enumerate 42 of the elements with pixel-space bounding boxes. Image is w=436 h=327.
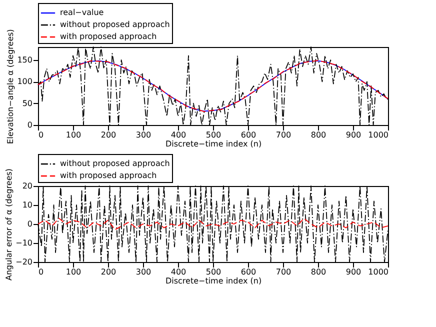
x-tick-label: 700 <box>276 268 292 276</box>
legend-label: without proposed approach <box>60 20 170 29</box>
y-tick-label: 150 <box>17 56 32 64</box>
x-tick-label: 800 <box>310 268 326 276</box>
x-tick-label: 200 <box>100 268 116 276</box>
x-tick-label: 700 <box>276 130 292 140</box>
legend-label: real−value <box>60 8 104 17</box>
x-tick-label: 1000 <box>368 130 388 140</box>
line-series <box>38 218 388 230</box>
line-series <box>38 60 388 112</box>
x-tick-label: 600 <box>240 130 256 140</box>
y-tick-label: −10 <box>16 238 32 248</box>
y-tick-label: 0 <box>27 220 32 228</box>
y-tick-label: 50 <box>22 98 32 108</box>
x-tick-label: 300 <box>136 130 152 140</box>
legend-label: without proposed approach <box>60 159 170 168</box>
y-tick-label: 0 <box>27 120 32 130</box>
y-tick-label: 100 <box>17 77 32 86</box>
x-tick-label: 0 <box>38 268 44 276</box>
x-tick-label: 800 <box>310 130 326 140</box>
x-tick-label: 500 <box>206 268 222 276</box>
x-axis-title: Discrete−time index (n) <box>165 276 262 286</box>
y-tick-label: 20 <box>22 182 32 190</box>
x-tick-label: 900 <box>346 130 362 140</box>
y-axis-title: Elevation−angle α (degrees) <box>6 29 16 144</box>
legend-label: with proposed approach <box>60 32 157 41</box>
x-tick-label: 100 <box>66 268 82 276</box>
x-tick-label: 500 <box>206 130 222 140</box>
x-tick-label: 0 <box>38 130 44 140</box>
x-tick-label: 600 <box>240 268 256 276</box>
x-tick-label: 400 <box>170 268 186 276</box>
legend-label: with proposed approach <box>60 171 157 180</box>
y-tick-label: −20 <box>16 258 32 266</box>
y-axis-title: Angular error of α (degrees) <box>4 168 14 281</box>
x-axis-title: Discrete−time index (n) <box>165 140 262 148</box>
x-tick-label: 900 <box>346 268 362 276</box>
x-tick-label: 1000 <box>368 268 388 276</box>
x-tick-label: 400 <box>170 130 186 140</box>
y-tick-label: 10 <box>22 200 32 210</box>
x-tick-label: 100 <box>66 130 82 140</box>
x-tick-label: 300 <box>136 268 152 276</box>
x-tick-label: 200 <box>100 130 116 140</box>
